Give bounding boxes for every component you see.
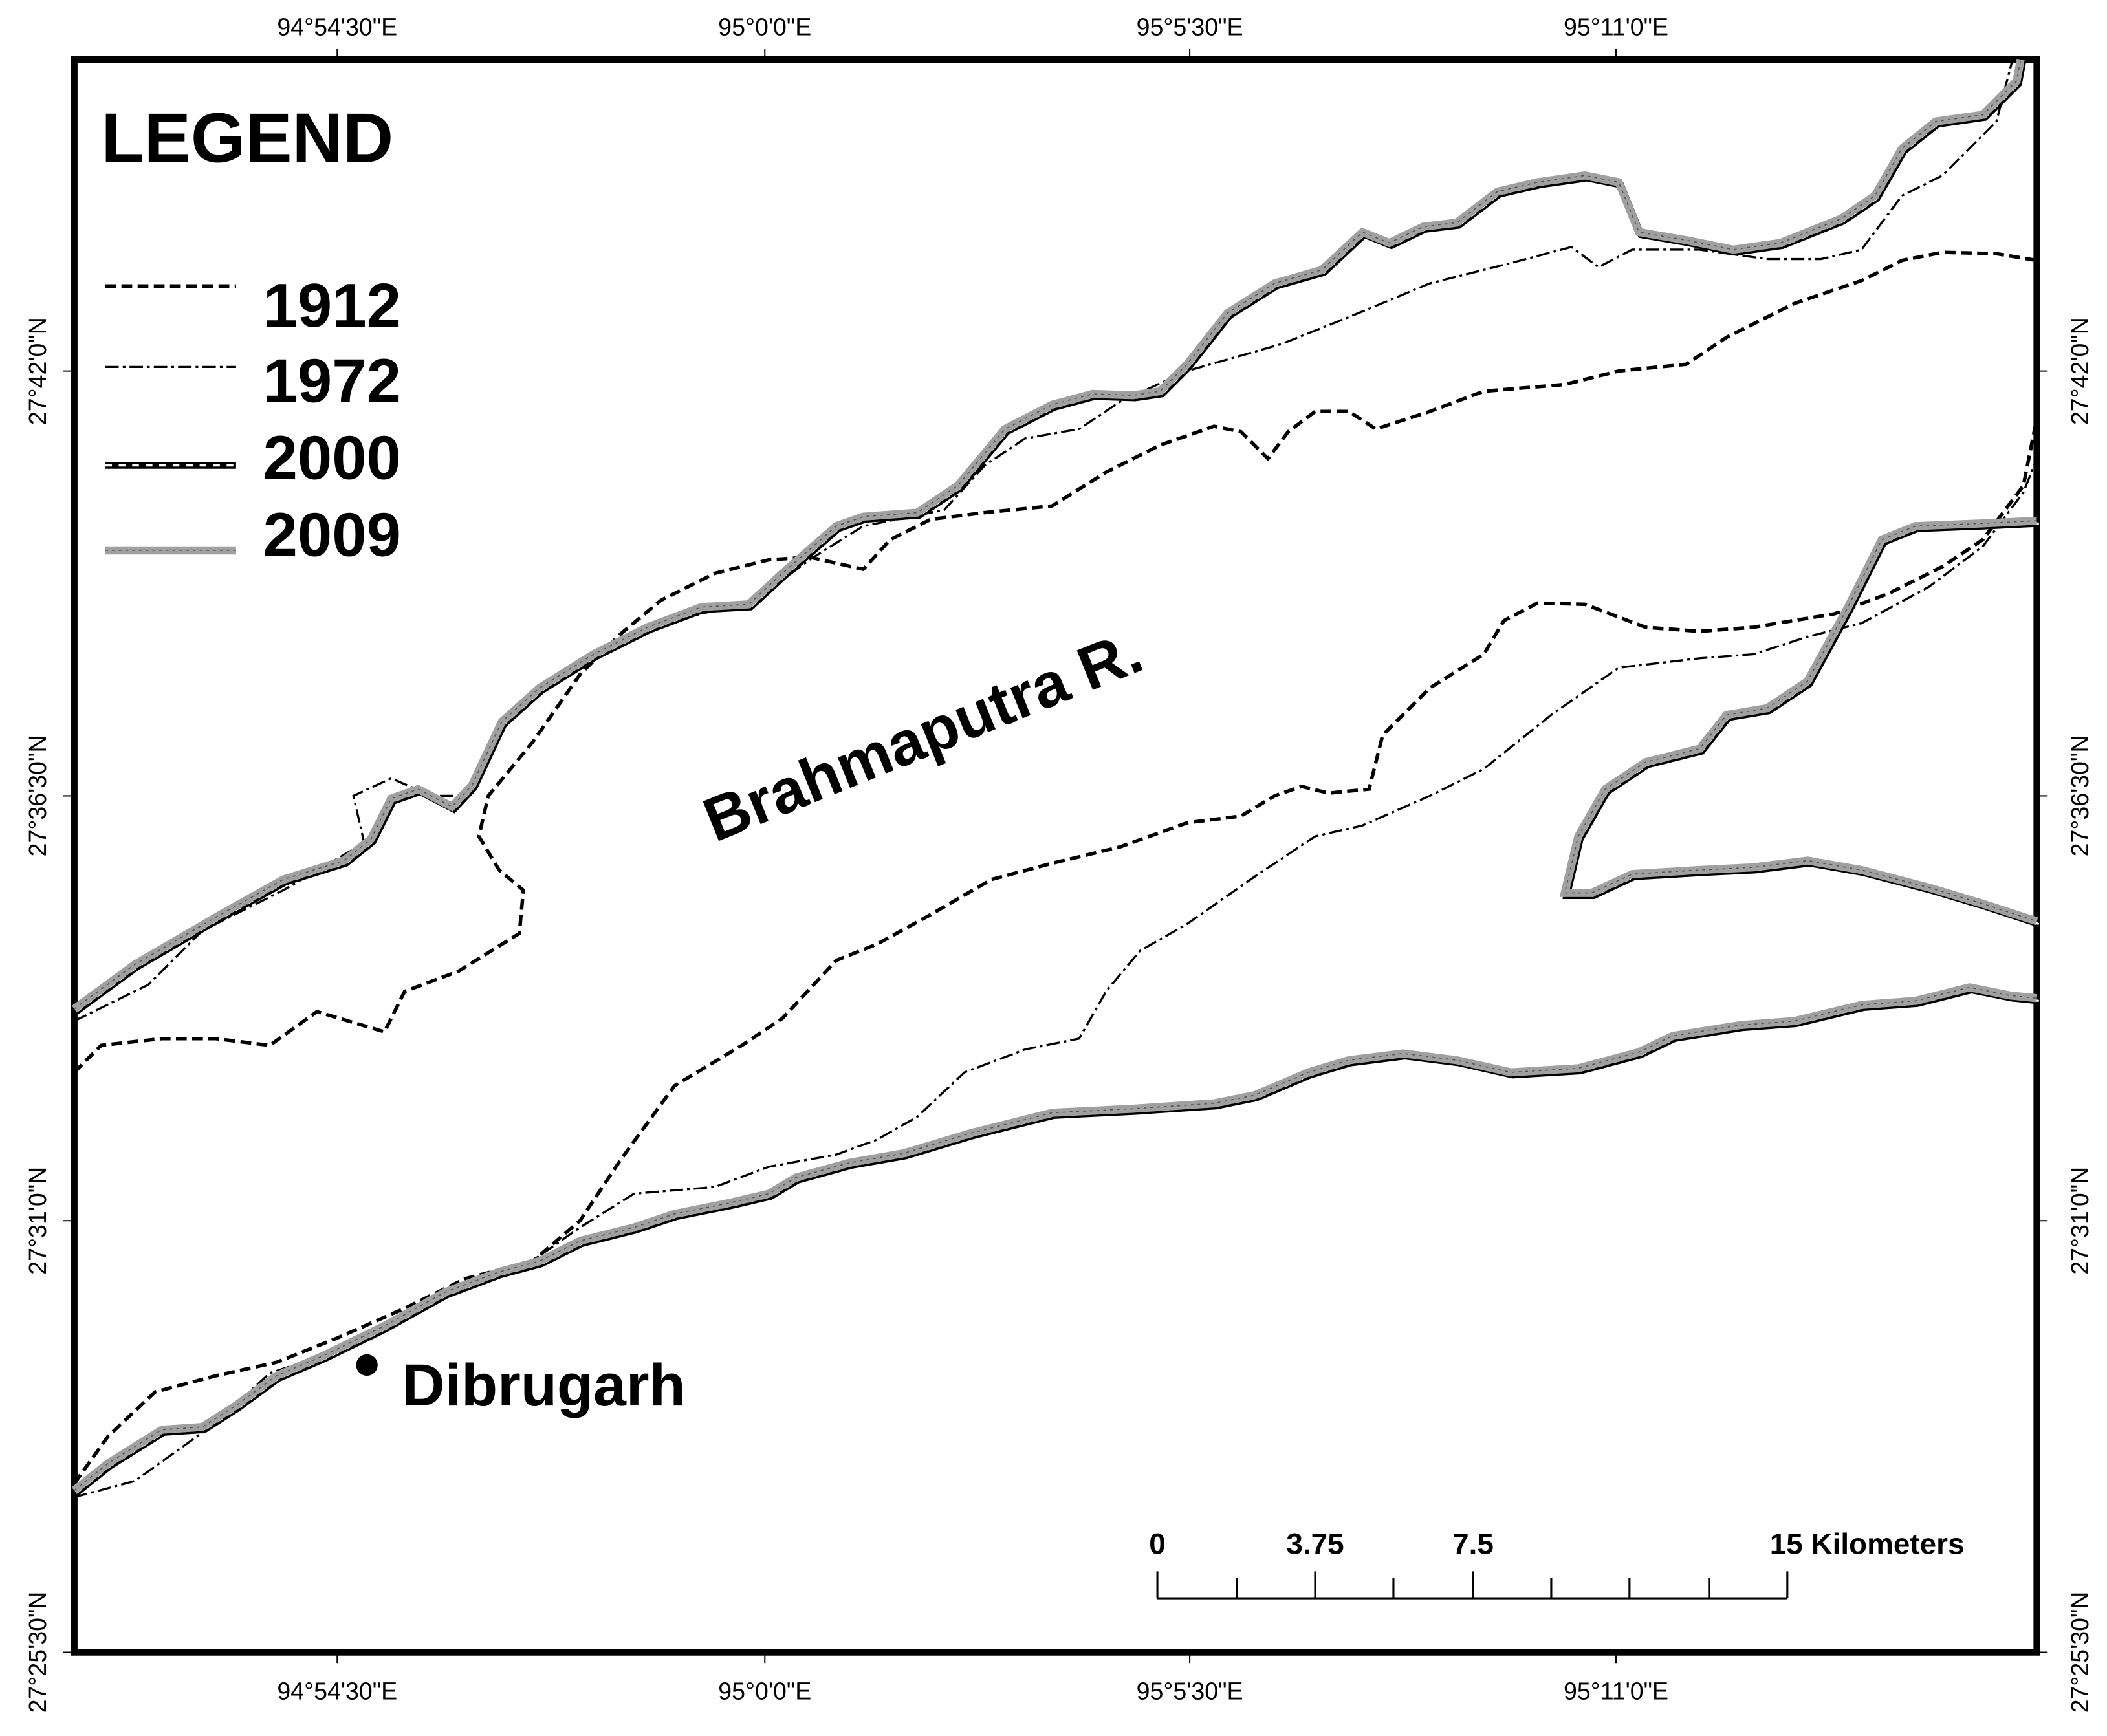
longitude-label: 95°0'0"E [718, 13, 811, 40]
longitude-label: 95°11'0"E [1564, 1677, 1668, 1704]
latitude-label: 27°31'0"N [2066, 1167, 2093, 1275]
scale-label: 7.5 [1452, 1526, 1494, 1560]
longitude-label: 95°0'0"E [718, 1677, 811, 1704]
latitude-label: 27°36'30"N [2066, 735, 2093, 857]
longitude-label: 94°54'30"E [277, 13, 397, 40]
latitude-label: 27°25'30"N [24, 1592, 51, 1713]
legend-label: 1912 [263, 271, 401, 340]
city-marker [356, 1354, 378, 1376]
legend-label: 2000 [263, 423, 401, 492]
city-label: Dibrugarh [402, 1352, 685, 1418]
scale-label: 15 Kilometers [1770, 1526, 1965, 1560]
legend-title: LEGEND [101, 98, 393, 177]
map-frame [71, 56, 2040, 1656]
shoreline-1972 [73, 59, 2038, 1499]
legend-label: 1972 [263, 347, 401, 416]
scale-label: 0 [1149, 1526, 1166, 1560]
scale-label: 3.75 [1286, 1526, 1344, 1560]
latitude-label: 27°36'30"N [24, 735, 51, 857]
latitude-label: 27°31'0"N [24, 1167, 51, 1275]
graticule-labels: 94°54'30"E 94°54'30"E 95°0'0"E 95°0'0"E 95°5… [24, 13, 2093, 1713]
longitude-label: 95°11'0"E [1564, 13, 1668, 40]
scale-bar [1156, 1571, 1789, 1600]
latitude-label: 27°42'0"N [2066, 317, 2093, 425]
shoreline-1912 [72, 250, 2039, 1485]
latitude-label: 27°25'30"N [2066, 1592, 2093, 1713]
longitude-label: 94°54'30"E [277, 1677, 397, 1704]
longitude-label: 95°5'30"E [1137, 13, 1243, 40]
legend-label: 2009 [263, 500, 401, 569]
longitude-label: 95°5'30"E [1137, 1677, 1243, 1704]
latitude-label: 27°42'0"N [24, 317, 51, 425]
